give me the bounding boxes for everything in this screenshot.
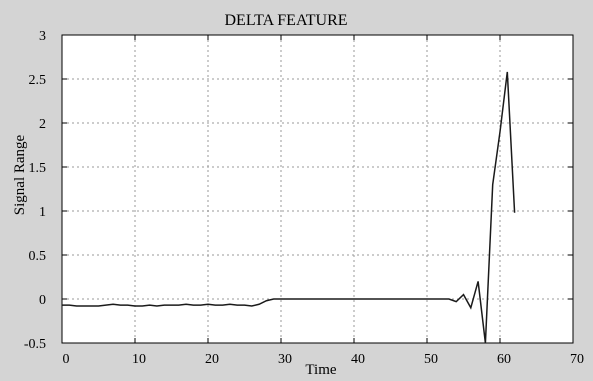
plot-area <box>61 34 574 344</box>
y-tick-label: 1.5 <box>29 161 47 176</box>
x-tick-label: 20 <box>205 352 219 367</box>
x-tick-label: 60 <box>497 352 511 367</box>
x-tick-label: 70 <box>570 352 584 367</box>
y-tick-label: 3 <box>39 29 46 44</box>
x-tick-label: 10 <box>132 352 146 367</box>
y-tick-label: 1 <box>39 205 46 220</box>
series-line <box>62 71 516 344</box>
x-tick-label: 40 <box>351 352 365 367</box>
x-tick-labels: 0 10 20 30 40 50 60 70 <box>63 352 585 367</box>
x-axis-label: Time <box>305 362 336 378</box>
y-axis-label: Signal Range <box>12 134 28 215</box>
y-tick-label: 2.5 <box>29 73 47 88</box>
x-tick-label: 50 <box>424 352 438 367</box>
axis-ticks <box>61 34 574 344</box>
y-tick-labels: -0.5 0 0.5 1 1.5 2 2.5 3 <box>24 29 46 352</box>
x-tick-label: 30 <box>278 352 292 367</box>
x-tick-label: 0 <box>63 352 70 367</box>
chart-title: DELTA FEATURE <box>224 12 347 29</box>
y-tick-label: 0 <box>39 293 46 308</box>
y-tick-label: 2 <box>39 117 46 132</box>
y-tick-label: 0.5 <box>29 249 47 264</box>
y-tick-label: -0.5 <box>24 337 46 352</box>
